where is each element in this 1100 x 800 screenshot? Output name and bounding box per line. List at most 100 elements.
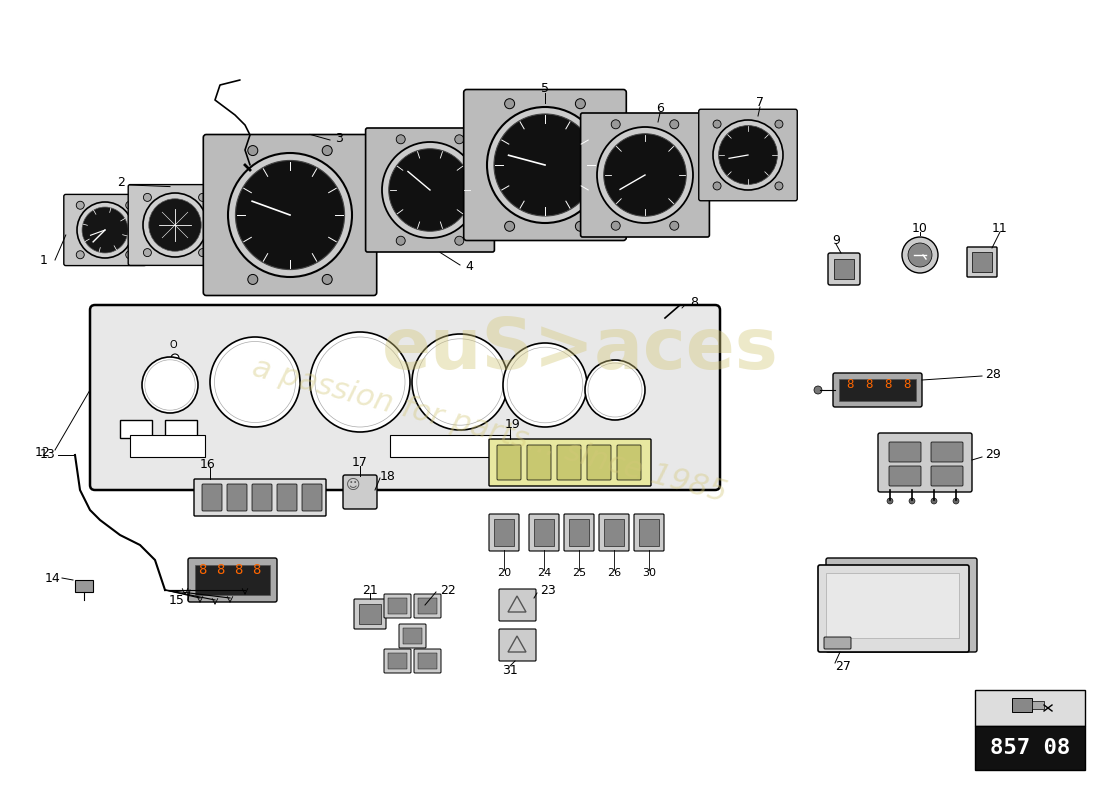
Text: 8: 8 bbox=[690, 297, 698, 310]
FancyBboxPatch shape bbox=[204, 134, 376, 295]
Circle shape bbox=[774, 120, 783, 128]
Circle shape bbox=[124, 202, 133, 210]
Circle shape bbox=[713, 182, 722, 190]
Circle shape bbox=[396, 134, 405, 144]
FancyBboxPatch shape bbox=[343, 475, 377, 509]
Circle shape bbox=[503, 343, 587, 427]
Circle shape bbox=[77, 202, 133, 258]
Circle shape bbox=[908, 243, 932, 267]
FancyBboxPatch shape bbox=[600, 514, 629, 551]
Circle shape bbox=[575, 98, 585, 109]
Circle shape bbox=[76, 250, 85, 258]
Text: 8: 8 bbox=[866, 378, 872, 391]
Circle shape bbox=[310, 332, 410, 432]
Bar bbox=[130, 435, 205, 457]
Circle shape bbox=[887, 498, 893, 504]
FancyBboxPatch shape bbox=[698, 110, 798, 201]
Text: 12: 12 bbox=[34, 446, 50, 458]
Text: 15: 15 bbox=[169, 594, 185, 606]
FancyBboxPatch shape bbox=[587, 445, 610, 480]
FancyBboxPatch shape bbox=[384, 649, 411, 673]
Bar bbox=[418, 598, 437, 614]
Circle shape bbox=[487, 107, 603, 223]
Circle shape bbox=[902, 237, 938, 273]
Text: 5: 5 bbox=[541, 82, 549, 94]
Text: 20: 20 bbox=[497, 568, 512, 578]
Bar bbox=[839, 379, 916, 401]
Text: 1: 1 bbox=[40, 254, 48, 266]
Circle shape bbox=[931, 498, 937, 504]
Text: 8: 8 bbox=[198, 563, 206, 577]
Circle shape bbox=[170, 354, 179, 362]
Circle shape bbox=[909, 498, 915, 504]
Circle shape bbox=[670, 222, 679, 230]
FancyBboxPatch shape bbox=[227, 484, 248, 511]
Circle shape bbox=[597, 127, 693, 223]
Circle shape bbox=[81, 206, 129, 254]
Circle shape bbox=[143, 194, 152, 202]
Text: 9: 9 bbox=[832, 234, 840, 246]
Text: 31: 31 bbox=[502, 663, 518, 677]
FancyBboxPatch shape bbox=[931, 442, 962, 462]
Text: 8: 8 bbox=[234, 563, 242, 577]
FancyBboxPatch shape bbox=[833, 373, 922, 407]
Circle shape bbox=[125, 250, 134, 258]
Circle shape bbox=[494, 114, 596, 216]
Circle shape bbox=[82, 207, 128, 253]
FancyBboxPatch shape bbox=[64, 194, 146, 266]
Text: a passion for parts... since 1985: a passion for parts... since 1985 bbox=[250, 353, 730, 507]
Circle shape bbox=[199, 249, 207, 257]
Circle shape bbox=[774, 182, 783, 190]
Text: 30: 30 bbox=[642, 568, 656, 578]
FancyBboxPatch shape bbox=[302, 484, 322, 511]
FancyBboxPatch shape bbox=[889, 466, 921, 486]
Circle shape bbox=[148, 198, 201, 251]
Circle shape bbox=[454, 236, 464, 246]
FancyBboxPatch shape bbox=[464, 90, 626, 241]
Text: 7: 7 bbox=[756, 95, 764, 109]
Circle shape bbox=[718, 126, 778, 184]
Bar bbox=[972, 252, 992, 272]
Text: 27: 27 bbox=[835, 661, 851, 674]
Bar bbox=[639, 519, 659, 546]
Text: 17: 17 bbox=[352, 455, 367, 469]
Circle shape bbox=[713, 120, 783, 190]
FancyBboxPatch shape bbox=[129, 185, 222, 266]
Text: 25: 25 bbox=[572, 568, 586, 578]
Bar bbox=[75, 580, 94, 592]
Circle shape bbox=[382, 142, 478, 238]
Circle shape bbox=[505, 98, 515, 109]
FancyBboxPatch shape bbox=[826, 558, 977, 652]
Text: 8: 8 bbox=[903, 378, 911, 391]
FancyBboxPatch shape bbox=[828, 253, 860, 285]
Bar bbox=[120, 420, 152, 438]
Text: 8: 8 bbox=[846, 378, 854, 391]
Text: 23: 23 bbox=[540, 583, 556, 597]
Text: 28: 28 bbox=[984, 369, 1001, 382]
Circle shape bbox=[505, 222, 515, 231]
Circle shape bbox=[228, 153, 352, 277]
FancyBboxPatch shape bbox=[967, 247, 997, 277]
Text: 8: 8 bbox=[216, 563, 224, 577]
Text: 29: 29 bbox=[984, 449, 1001, 462]
FancyBboxPatch shape bbox=[490, 514, 519, 551]
FancyBboxPatch shape bbox=[365, 128, 494, 252]
Circle shape bbox=[604, 134, 686, 216]
Bar bbox=[975, 690, 1085, 726]
Text: 18: 18 bbox=[379, 470, 396, 482]
Circle shape bbox=[953, 498, 959, 504]
Circle shape bbox=[199, 194, 207, 202]
FancyBboxPatch shape bbox=[499, 629, 536, 661]
Circle shape bbox=[245, 170, 251, 176]
Bar bbox=[390, 435, 510, 457]
FancyBboxPatch shape bbox=[194, 479, 326, 516]
FancyBboxPatch shape bbox=[252, 484, 272, 511]
Circle shape bbox=[670, 120, 679, 129]
FancyBboxPatch shape bbox=[384, 594, 411, 618]
FancyBboxPatch shape bbox=[617, 445, 641, 480]
Text: O: O bbox=[169, 340, 177, 350]
FancyBboxPatch shape bbox=[529, 514, 559, 551]
Circle shape bbox=[125, 202, 134, 210]
FancyBboxPatch shape bbox=[557, 445, 581, 480]
Bar bbox=[494, 519, 514, 546]
